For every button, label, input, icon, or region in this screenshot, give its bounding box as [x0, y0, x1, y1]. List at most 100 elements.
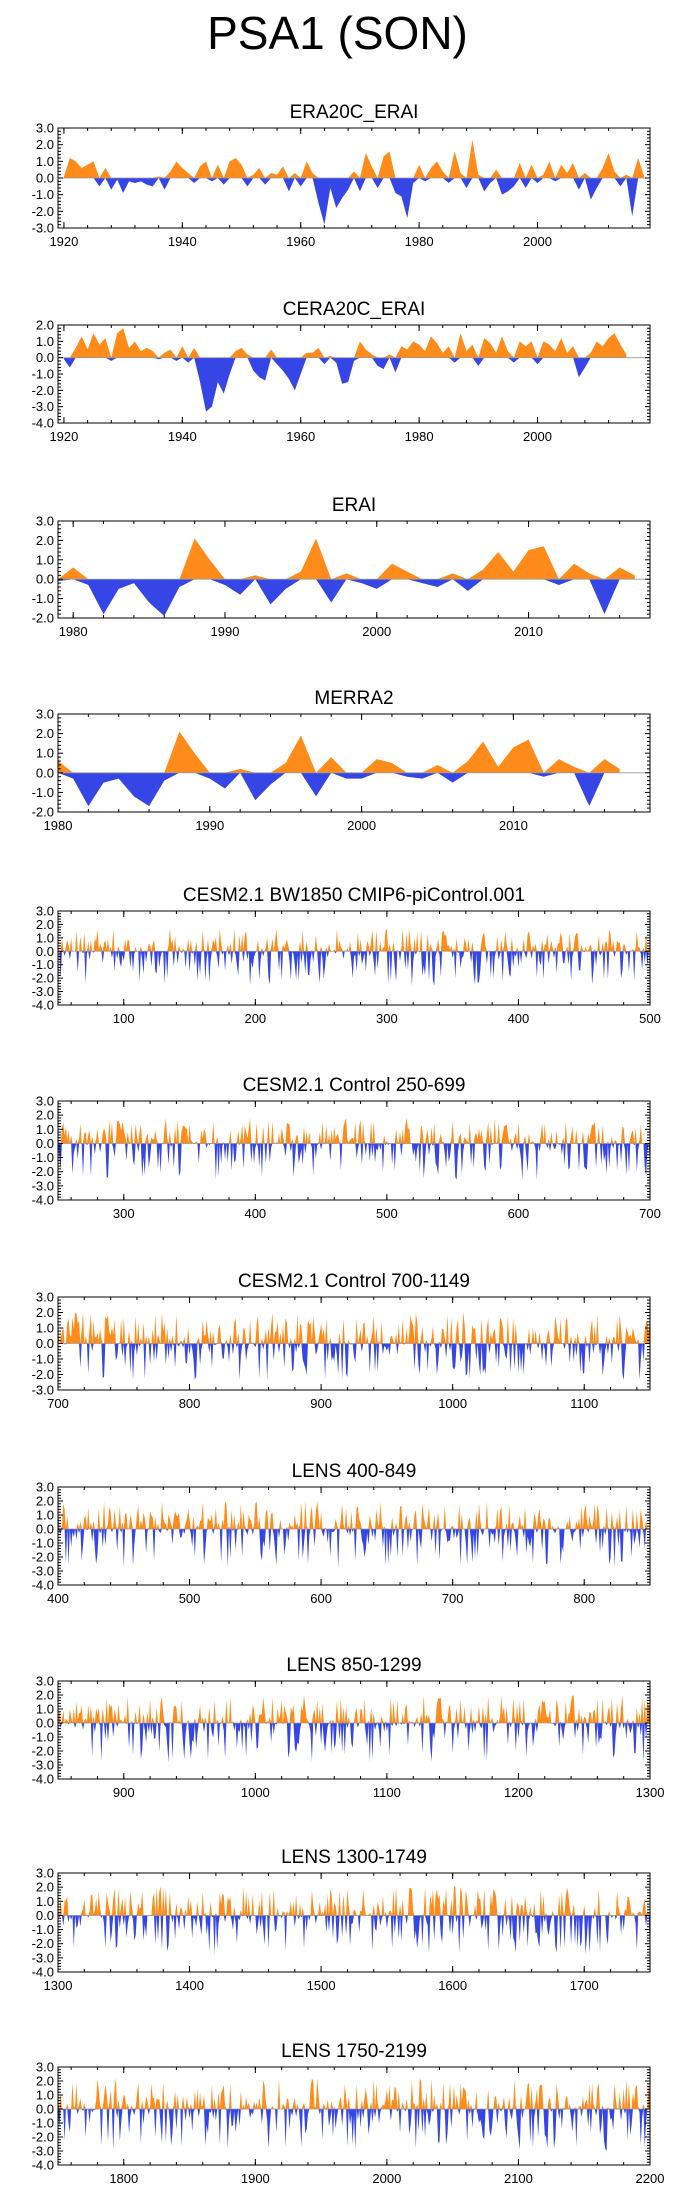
x-tick-label: 2200	[636, 2171, 665, 2186]
x-tick-label: 1800	[109, 2171, 138, 2186]
x-tick-label: 900	[310, 1396, 332, 1411]
chart-panel-6: CESM2.1 Control 250-6993.02.01.00.0-1.0-…	[32, 1075, 661, 1221]
y-tick-label: -1.0	[32, 1150, 54, 1165]
y-tick-label: -3.0	[32, 2144, 54, 2159]
panel-title: LENS 850-1299	[286, 1655, 421, 1676]
y-tick-label: 3.0	[36, 1674, 54, 1689]
x-tick-label: 700	[442, 1591, 464, 1606]
y-tick-label: -4.0	[32, 416, 54, 431]
y-tick-label: 1.0	[36, 1321, 54, 1336]
negative-area	[58, 772, 620, 807]
y-tick-label: 1.0	[36, 1508, 54, 1523]
negative-area	[63, 357, 627, 412]
x-tick-label: 2000	[523, 234, 552, 249]
negative-area	[58, 579, 635, 617]
x-tick-label: 1100	[570, 1396, 598, 1411]
y-tick-label: 3.0	[36, 1866, 54, 1881]
y-tick-label: 1.0	[36, 2088, 54, 2103]
x-tick-label: 1980	[405, 429, 434, 444]
y-tick-label: -1.0	[32, 1922, 54, 1937]
y-tick-label: -2.0	[32, 1936, 54, 1951]
positive-area	[58, 2078, 650, 2109]
y-tick-label: -3.0	[32, 1178, 54, 1193]
positive-area	[58, 731, 620, 773]
y-tick-label: 2.0	[36, 1108, 54, 1123]
x-tick-label: 400	[47, 1591, 69, 1606]
x-tick-label: 900	[113, 1785, 135, 1800]
y-tick-label: -2.0	[32, 383, 54, 398]
chart-panel-3: ERAI 3.0 2.0 1.0 0.0 -1.0 -2.0 1980 1990 2000 2010	[32, 495, 651, 639]
x-tick-label: 1990	[211, 624, 240, 639]
y-tick-label: -4.0	[32, 1193, 54, 1208]
y-tick-label: 3.0	[36, 514, 54, 529]
x-tick-label: 300	[376, 1011, 398, 1026]
x-tick-label: 1100	[373, 1785, 401, 1800]
y-tick-label: 2.0	[36, 1305, 54, 1320]
plot-frame	[57, 1486, 651, 1586]
positive-area	[58, 1695, 650, 1723]
chart-panel-5: CESM2.1 BW1850 CMIP6-piControl.001 3.02.0…	[32, 885, 661, 1026]
y-tick-label: 0.0	[36, 1522, 54, 1537]
x-tick-label: 1700	[570, 1978, 599, 1993]
y-tick-label: 2.0	[36, 917, 54, 932]
panel-title: CERA20C_ERAI	[283, 299, 426, 320]
plot-frame	[57, 1872, 651, 1973]
y-tick-label: -3.0	[32, 221, 54, 236]
y-tick-label: -1.0	[32, 1352, 54, 1367]
x-tick-label: 600	[508, 1206, 530, 1221]
y-tick-label: -2.0	[32, 204, 54, 219]
y-tick-label: -4.0	[32, 1965, 54, 1980]
x-tick-label: 1200	[504, 1785, 533, 1800]
chart-panel-11: LENS 1750-2199 3.02.01.00.0-1.0-2.0-3.0-4…	[32, 2041, 665, 2186]
y-tick-label: -4.0	[32, 1772, 54, 1787]
chart-panel-8: LENS 400-849 3.02.01.00.0-1.0-2.0-3.0-4.0…	[32, 1461, 651, 1606]
page-title: PSA1 (SON)	[207, 7, 468, 59]
panel-title: CESM2.1 BW1850 CMIP6-piControl.001	[183, 885, 525, 906]
x-tick-label: 1990	[195, 818, 224, 833]
x-tick-label: 500	[639, 1011, 661, 1026]
positive-area	[58, 1312, 650, 1344]
plot-frame	[57, 1100, 651, 1201]
y-tick-label: -3.0	[32, 1950, 54, 1965]
chart-panel-7: CESM2.1 Control 700-1149 3.02.01.00.0-1.0…	[32, 1271, 651, 1411]
y-tick-label: 1.0	[36, 1122, 54, 1137]
y-tick-label: 3.0	[36, 904, 54, 919]
y-tick-label: -2.0	[32, 1550, 54, 1565]
y-tick-label: 2.0	[36, 2074, 54, 2089]
panel-title: CESM2.1 Control 700-1149	[238, 1271, 470, 1292]
positive-area	[58, 1886, 650, 1916]
y-tick-label: 3.0	[36, 1094, 54, 1109]
panel-title: LENS 1750-2199	[281, 2041, 427, 2062]
y-tick-label: 1.0	[36, 1702, 54, 1717]
plot-frame	[57, 520, 651, 619]
y-tick-label: 1.0	[36, 552, 54, 567]
y-tick-label: 0.0	[36, 572, 54, 587]
plot-frame	[57, 910, 651, 1006]
negative-area	[58, 951, 650, 986]
positive-area	[58, 538, 635, 580]
chart-panel-2: CERA20C_ERAI 2.01.00.0 -1.0-2.0-3.0 -4.0192…	[32, 299, 651, 444]
x-tick-label: 2000	[372, 2171, 401, 2186]
x-tick-label: 2000	[347, 818, 376, 833]
y-tick-label: 0.0	[36, 944, 54, 959]
y-tick-label: 2.0	[36, 726, 54, 741]
x-tick-label: 1960	[286, 234, 315, 249]
y-tick-label: -4.0	[32, 1578, 54, 1593]
y-tick-label: 1.0	[36, 930, 54, 945]
y-tick-label: -1.0	[32, 591, 54, 606]
y-tick-label: 3.0	[36, 2060, 54, 2075]
panel-title: LENS 1300-1749	[281, 1847, 427, 1868]
y-tick-label: 2.0	[36, 137, 54, 152]
positive-area	[58, 1117, 650, 1144]
y-tick-label: -1.0	[32, 1536, 54, 1551]
y-tick-label: 1.0	[36, 154, 54, 169]
positive-area	[58, 1501, 650, 1529]
y-tick-label: 1.0	[36, 746, 54, 761]
negative-area	[58, 1723, 650, 1763]
negative-area	[58, 1915, 650, 1956]
y-tick-label: 0.0	[36, 1336, 54, 1351]
y-tick-label: -2.0	[32, 1367, 54, 1382]
x-tick-label: 1920	[49, 234, 78, 249]
x-tick-label: 700	[47, 1396, 69, 1411]
